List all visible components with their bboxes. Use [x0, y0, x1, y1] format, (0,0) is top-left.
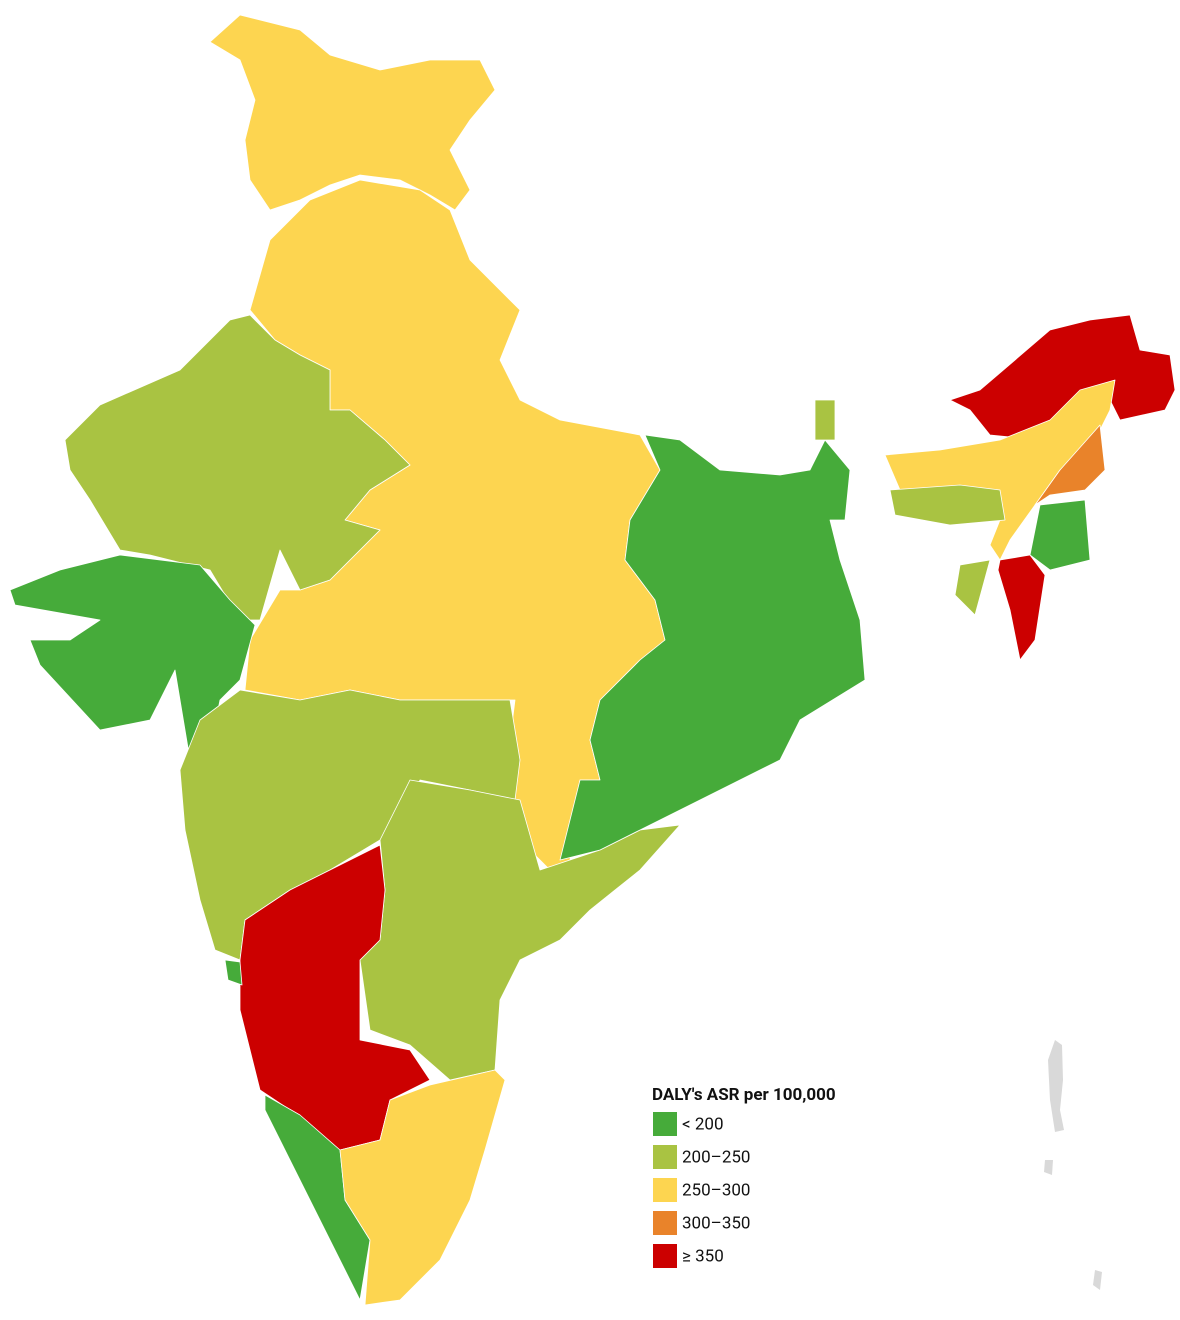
island — [1044, 1160, 1053, 1175]
legend-label: 250–300 — [682, 1180, 750, 1200]
region — [9, 554, 256, 761]
islands — [1044, 1040, 1102, 1290]
region — [64, 314, 411, 621]
regions — [9, 14, 1176, 1306]
region — [264, 1094, 371, 1301]
region — [954, 559, 991, 616]
region — [1029, 499, 1091, 571]
region — [1034, 424, 1106, 506]
region — [997, 554, 1046, 661]
legend-swatch — [653, 1211, 677, 1235]
legend-swatch — [653, 1112, 677, 1136]
region — [814, 399, 836, 441]
region — [339, 1069, 506, 1306]
legend: DALY's ASR per 100,000 < 200 200–250 250–3… — [652, 1085, 836, 1268]
region — [209, 14, 496, 211]
legend-label: 200–250 — [682, 1147, 750, 1167]
region — [239, 844, 431, 1151]
legend-swatch — [653, 1244, 677, 1268]
region — [179, 689, 521, 961]
legend-swatch — [653, 1145, 677, 1169]
legend-label: 300–350 — [682, 1213, 750, 1233]
region — [359, 779, 681, 1081]
legend-title: DALY's ASR per 100,000 — [652, 1085, 836, 1105]
legend-label: < 200 — [682, 1114, 724, 1134]
island — [1048, 1040, 1064, 1132]
island — [1093, 1270, 1102, 1290]
legend-swatch — [653, 1178, 677, 1202]
region — [559, 434, 866, 861]
legend-label: ≥ 350 — [682, 1246, 724, 1266]
region — [224, 959, 243, 986]
region — [889, 484, 1006, 526]
